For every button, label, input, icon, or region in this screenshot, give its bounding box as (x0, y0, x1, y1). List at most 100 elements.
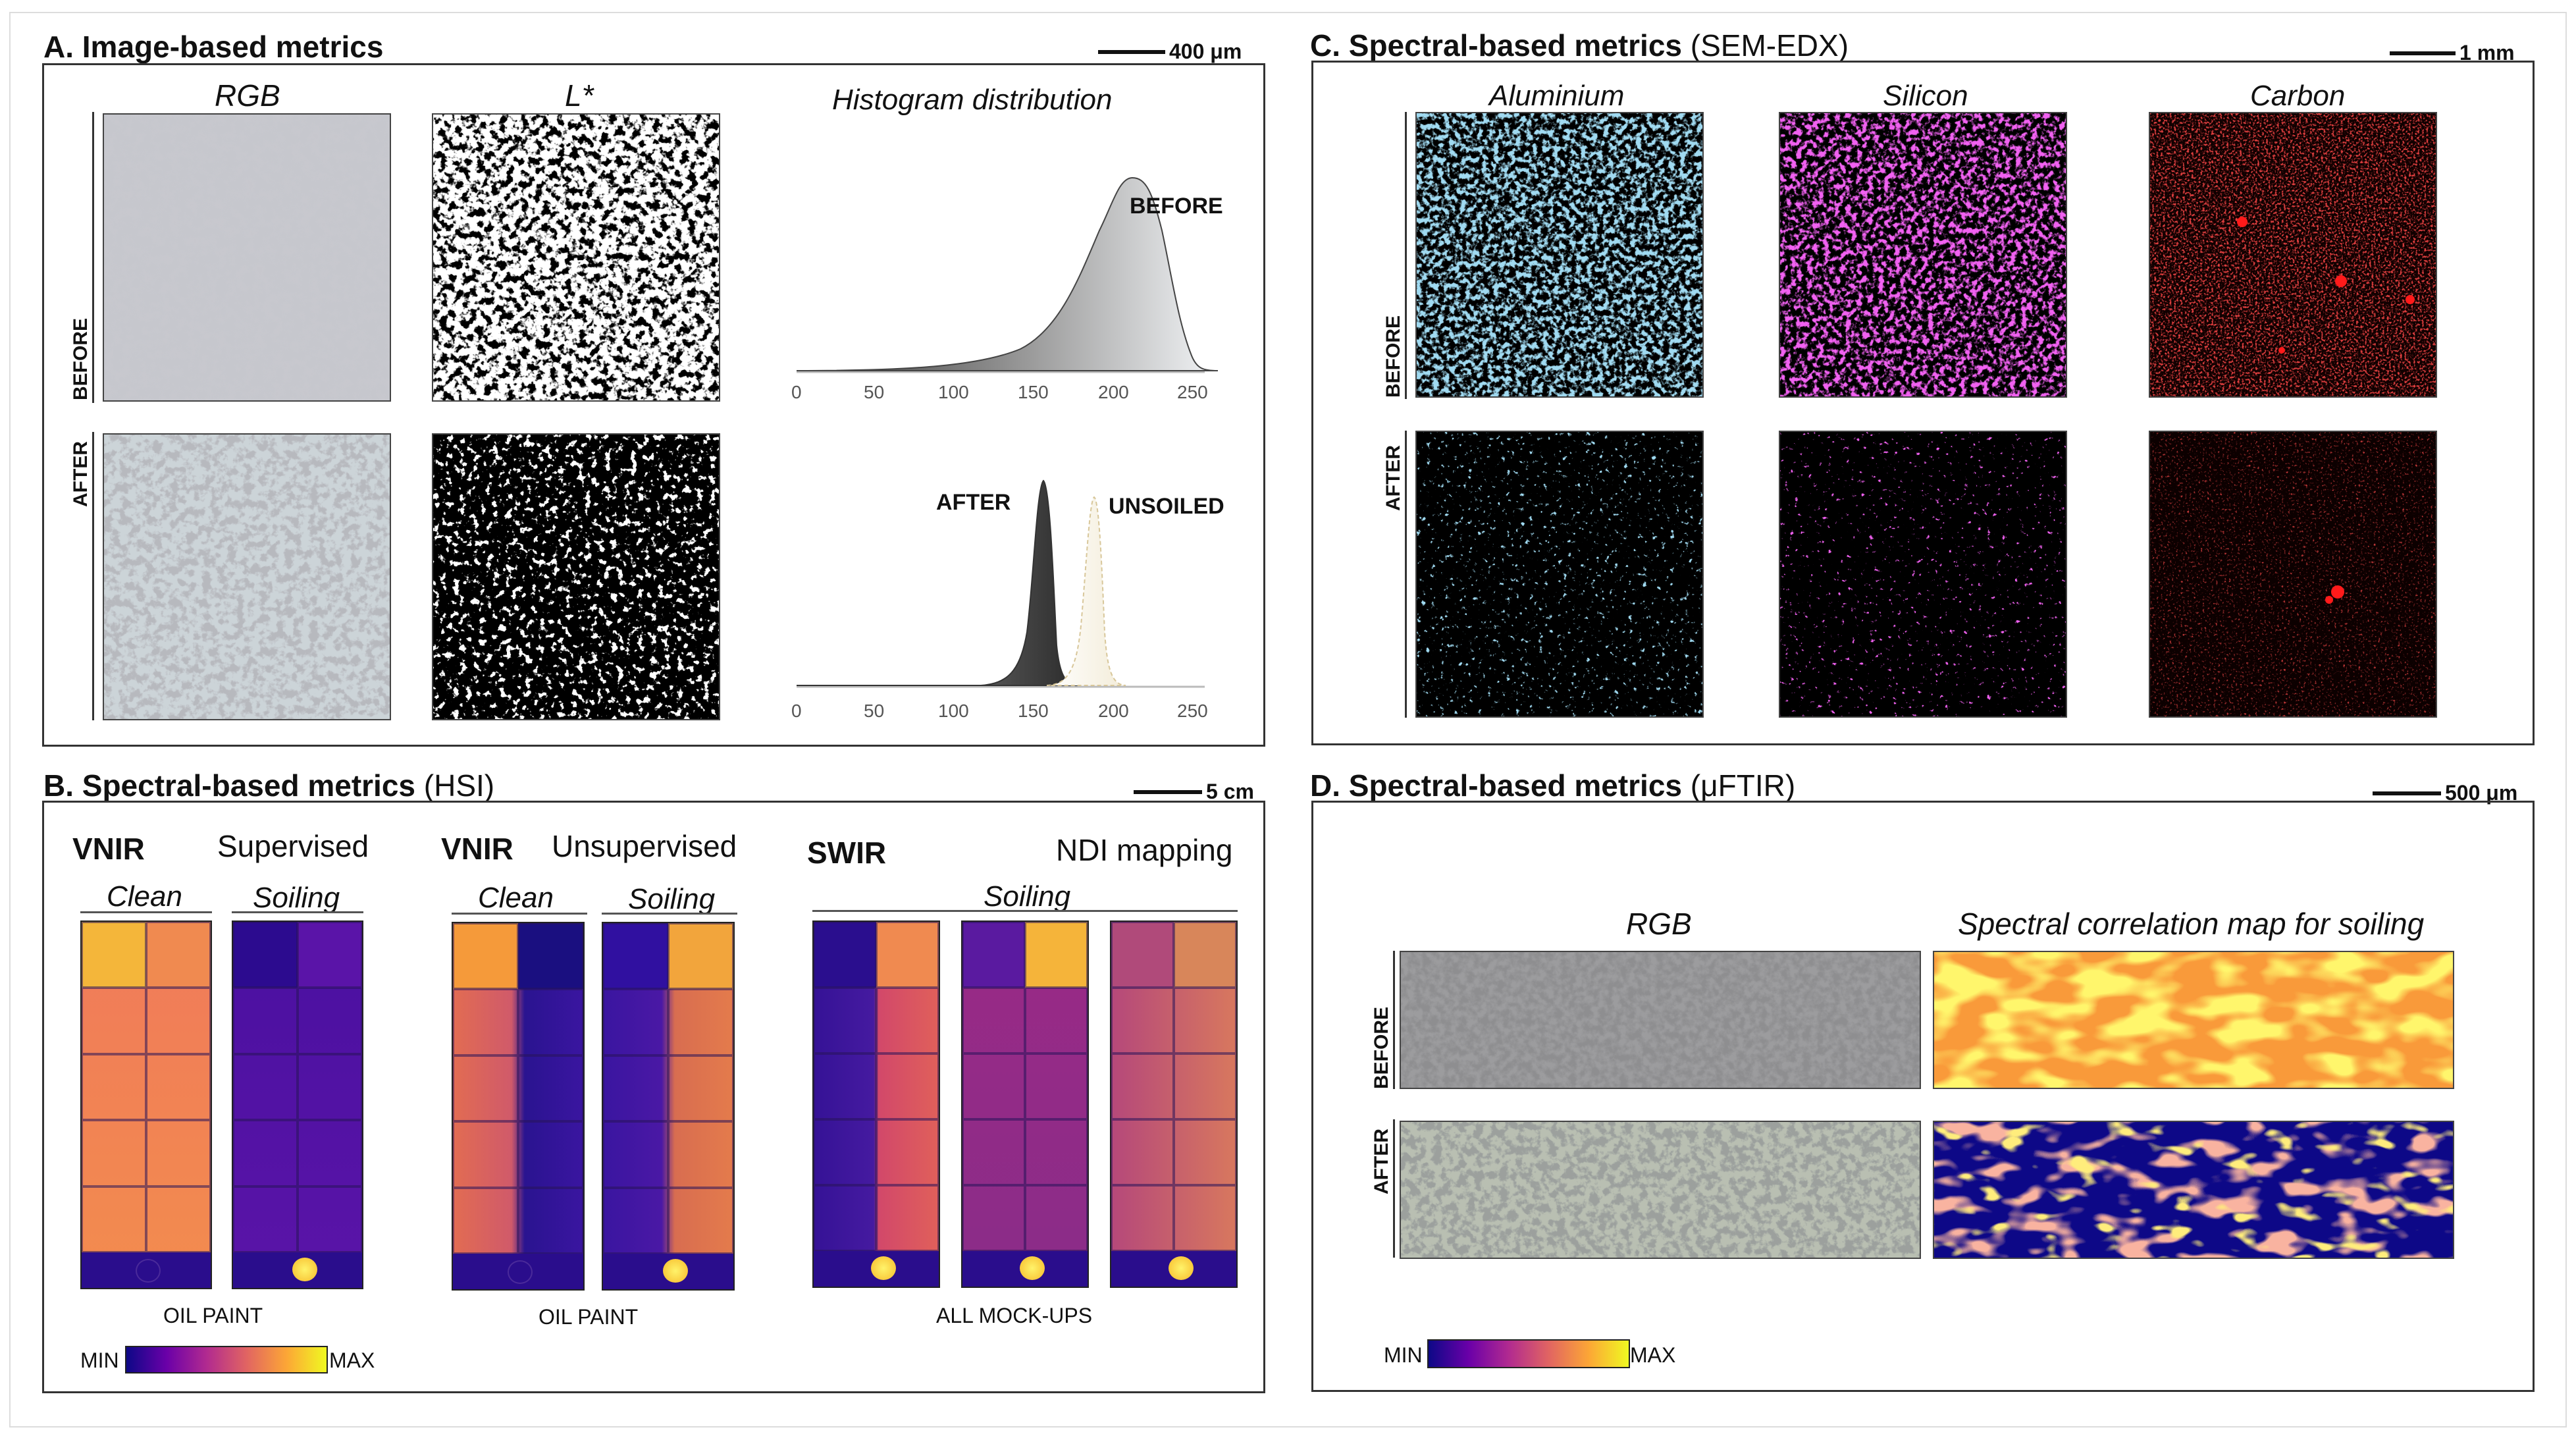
hsi-tile-cell (298, 922, 362, 988)
g1-soiling-label: Soiling (253, 882, 340, 914)
g2-clean-label: Clean (478, 882, 554, 914)
hsi-tile-cell (668, 1187, 733, 1254)
row-divider-before (92, 112, 94, 403)
row-label-before: BEFORE (1382, 315, 1404, 398)
hsi-tile-cell (82, 922, 146, 988)
hsi-tile-cell (1174, 988, 1236, 1053)
hist-after-ticks: 0 50 100 150 200 250 (783, 702, 1218, 728)
hist-before-label: BEFORE (1130, 194, 1223, 219)
hsi-tile-cell (453, 989, 518, 1055)
row-label-after: AFTER (1371, 1129, 1392, 1194)
hsi-tile-cell (962, 1119, 1025, 1185)
lstar-after-image (432, 433, 720, 720)
column-label-aluminium: Aluminium (1489, 80, 1625, 112)
colorbar-max-label: MAX (1630, 1343, 1676, 1367)
hsi-tile-cell (1111, 1185, 1174, 1251)
hsi-tile-cell (518, 1055, 583, 1122)
group2-method: Unsupervised (552, 829, 737, 863)
hsi-tile-cell (298, 1120, 362, 1187)
hsi-tile-cell (1025, 1119, 1088, 1185)
rgb-after-image (103, 433, 391, 720)
hist-before-curve (796, 176, 1219, 371)
silicon-after-map (1779, 431, 2067, 718)
column-label-carbon: Carbon (2250, 80, 2346, 112)
hsi-reference-band (814, 1251, 939, 1287)
hsi-tile-cell (814, 922, 876, 988)
column-label-silicon: Silicon (1883, 80, 1968, 112)
correlation-map-before (1933, 951, 2454, 1089)
hsi-tile-cell (518, 1121, 583, 1188)
hsi-reference-band (453, 1254, 583, 1289)
hsi-tile-cell (962, 988, 1025, 1053)
tick-100: 100 (938, 701, 969, 721)
hsi-tile-cell (298, 1053, 362, 1121)
carbon-after-map (2149, 431, 2437, 718)
colorbar-d (1427, 1339, 1630, 1368)
soiling-sample-spot (292, 1258, 317, 1281)
hsi-tile-cell (146, 1120, 211, 1187)
hsi-reference-band (1111, 1251, 1236, 1287)
histogram-after (797, 479, 1205, 688)
panel-a-scalebar: 400 μm (1098, 40, 1242, 64)
hsi-tile-cell (962, 1053, 1025, 1119)
hsi-tile-cell (1111, 988, 1174, 1053)
group3-method: NDI mapping (1056, 833, 1233, 867)
hsi-tile-cell (233, 988, 298, 1054)
hsi-tile-cell (1174, 922, 1236, 988)
hsi-tile-cell (876, 922, 939, 988)
column-label-rgb: RGB (1626, 907, 1692, 941)
group3-caption: ALL MOCK-UPS (936, 1304, 1093, 1327)
rgb-after-strip (1400, 1121, 1921, 1259)
hsi-tile-cell (233, 922, 298, 988)
carbon-particle (2325, 596, 2333, 604)
hsi-reference-band (233, 1252, 362, 1288)
carbon-particle (2405, 295, 2415, 304)
row-divider-after (1393, 1119, 1395, 1258)
column-label-rgb: RGB (215, 78, 280, 113)
rgb-before-image (103, 113, 391, 402)
colorbar-min-label: MIN (80, 1348, 119, 1372)
tick-250: 250 (1177, 701, 1208, 721)
scalebar-label: 5 cm (1206, 780, 1254, 803)
hsi-swir-ndi-1 (812, 920, 940, 1288)
hsi-tile-cell (814, 1185, 876, 1251)
scalebar-line (1098, 49, 1165, 54)
hsi-tile-cell (518, 923, 583, 990)
hist-unsoiled-curve (1046, 496, 1126, 686)
hsi-tile-cell (1025, 1053, 1088, 1119)
row-label-after: AFTER (70, 441, 92, 507)
hsi-tile-cell (518, 1187, 583, 1254)
tick-0: 0 (791, 701, 802, 721)
panel-d-title-text: D. Spectral-based metrics (1310, 768, 1683, 803)
tick-250: 250 (1177, 382, 1208, 402)
carbon-particle (2278, 347, 2285, 354)
row-label-before: BEFORE (1371, 1006, 1392, 1089)
underline (80, 911, 212, 913)
clean-sample-spot (508, 1260, 533, 1284)
tick-150: 150 (1018, 701, 1049, 721)
hsi-tile-cell (876, 1185, 939, 1251)
correlation-map-after (1933, 1121, 2454, 1259)
clean-sample-spot (136, 1259, 161, 1283)
carbon-particle (2335, 275, 2347, 287)
carbon-particle (2237, 217, 2247, 227)
group3-sensor: SWIR (807, 836, 887, 870)
hsi-tile-cell (962, 1185, 1025, 1251)
group1-caption: OIL PAINT (163, 1304, 263, 1327)
hsi-tile-cell (453, 1187, 518, 1254)
hsi-tile-cell (233, 1053, 298, 1121)
hsi-swir-ndi-3 (1110, 920, 1238, 1288)
hsi-tile-cell (146, 1186, 211, 1252)
panel-a-title-text: A. Image-based metrics (43, 30, 384, 64)
hsi-tile-cell (603, 923, 668, 990)
group1-method: Supervised (217, 829, 369, 863)
hsi-vnir-unsupervised-soiling (602, 922, 735, 1291)
hsi-tile-cell (1025, 922, 1088, 988)
hsi-vnir-supervised-clean (80, 920, 212, 1289)
hsi-tile-cell (82, 1053, 146, 1121)
row-label-after: AFTER (1382, 445, 1404, 511)
aluminium-after-map (1415, 431, 1704, 718)
hsi-tile-cell (603, 989, 668, 1055)
hsi-tile-cell (1025, 988, 1088, 1053)
